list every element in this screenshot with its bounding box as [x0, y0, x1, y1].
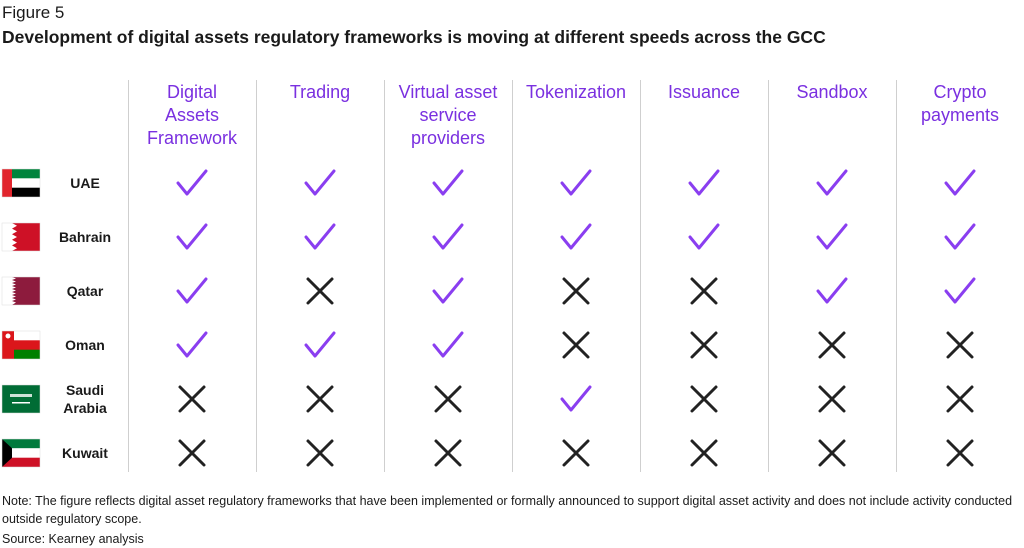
column-header: Trading: [289, 82, 351, 102]
cross-mark: [306, 439, 334, 467]
cross-mark: [562, 439, 590, 467]
check-mark: [560, 169, 592, 196]
check-mark: [432, 223, 464, 250]
title: Development of digital assets regulatory…: [2, 27, 826, 47]
cross-mark: [562, 331, 590, 359]
check-mark: [304, 223, 336, 250]
column-header: Crypto payments: [920, 82, 1000, 125]
flag-border: [1, 222, 41, 252]
country-name: Oman: [65, 337, 105, 353]
check-mark: [304, 169, 336, 196]
check-mark: [432, 277, 464, 304]
country-name: Saudi Arabia: [63, 382, 107, 416]
check-mark: [688, 223, 720, 250]
check-mark: [176, 331, 208, 358]
flag-border: [1, 438, 41, 468]
cross-mark: [946, 385, 974, 413]
flag-part: [2, 169, 12, 197]
column-header: Virtual asset service providers: [398, 82, 498, 148]
flag-part: [12, 187, 40, 197]
flag-part: [5, 333, 11, 339]
check-mark: [944, 223, 976, 250]
column-header: Digital Assets Framework: [146, 82, 237, 148]
check-mark: [688, 169, 720, 196]
cross-mark: [434, 439, 462, 467]
cross-mark: [946, 439, 974, 467]
flag: [2, 385, 40, 413]
cross-mark: [178, 385, 206, 413]
cross-mark: [562, 277, 590, 305]
check-mark: [176, 223, 208, 250]
check-mark: [432, 169, 464, 196]
check-mark: [944, 277, 976, 304]
flag-part: [2, 439, 40, 449]
flag-part: [2, 223, 17, 251]
flag-part: [2, 277, 16, 305]
check-mark: [432, 331, 464, 358]
flag-part: [2, 448, 40, 458]
flag-border: [1, 168, 41, 198]
cross-mark: [690, 439, 718, 467]
check-mark: [816, 169, 848, 196]
flag: [2, 223, 40, 251]
check-mark: [816, 223, 848, 250]
flag-part: [14, 331, 40, 341]
country-name: Kuwait: [62, 445, 108, 461]
country-name: Qatar: [66, 283, 104, 299]
check-mark: [560, 385, 592, 412]
cross-mark: [690, 277, 718, 305]
flag-part: [10, 394, 32, 397]
cross-mark: [818, 331, 846, 359]
flag-border: [1, 330, 41, 360]
flag: [2, 277, 40, 305]
cross-mark: [818, 385, 846, 413]
note: Note: The figure reflects digital asset …: [2, 494, 1013, 526]
flag-part: [2, 439, 12, 467]
source: Source: Kearney analysis: [2, 532, 144, 546]
flag-part: [2, 385, 40, 413]
flag-border: [1, 276, 41, 306]
flag-part: [14, 349, 40, 359]
check-mark: [176, 169, 208, 196]
figure-label: Figure 5: [2, 3, 65, 22]
check-mark: [944, 169, 976, 196]
check-mark: [560, 223, 592, 250]
cross-mark: [306, 277, 334, 305]
column-header: Issuance: [667, 82, 741, 102]
cross-mark: [818, 439, 846, 467]
flag-border: [1, 384, 41, 414]
check-mark: [816, 277, 848, 304]
cross-mark: [434, 385, 462, 413]
flag: [2, 331, 40, 359]
cross-mark: [306, 385, 334, 413]
flag: [2, 439, 40, 467]
cross-mark: [178, 439, 206, 467]
check-mark: [176, 277, 208, 304]
flag-part: [12, 402, 30, 404]
cross-mark: [690, 385, 718, 413]
column-header: Sandbox: [796, 82, 868, 102]
flag-part: [2, 457, 40, 467]
flag-part: [12, 169, 40, 179]
check-mark: [304, 331, 336, 358]
country-name: UAE: [70, 175, 100, 191]
flag: [2, 169, 40, 197]
cross-mark: [946, 331, 974, 359]
cross-mark: [690, 331, 718, 359]
column-header: Tokenization: [525, 82, 627, 102]
country-name: Bahrain: [58, 229, 112, 245]
